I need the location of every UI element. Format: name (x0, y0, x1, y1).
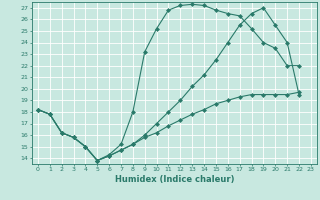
X-axis label: Humidex (Indice chaleur): Humidex (Indice chaleur) (115, 175, 234, 184)
